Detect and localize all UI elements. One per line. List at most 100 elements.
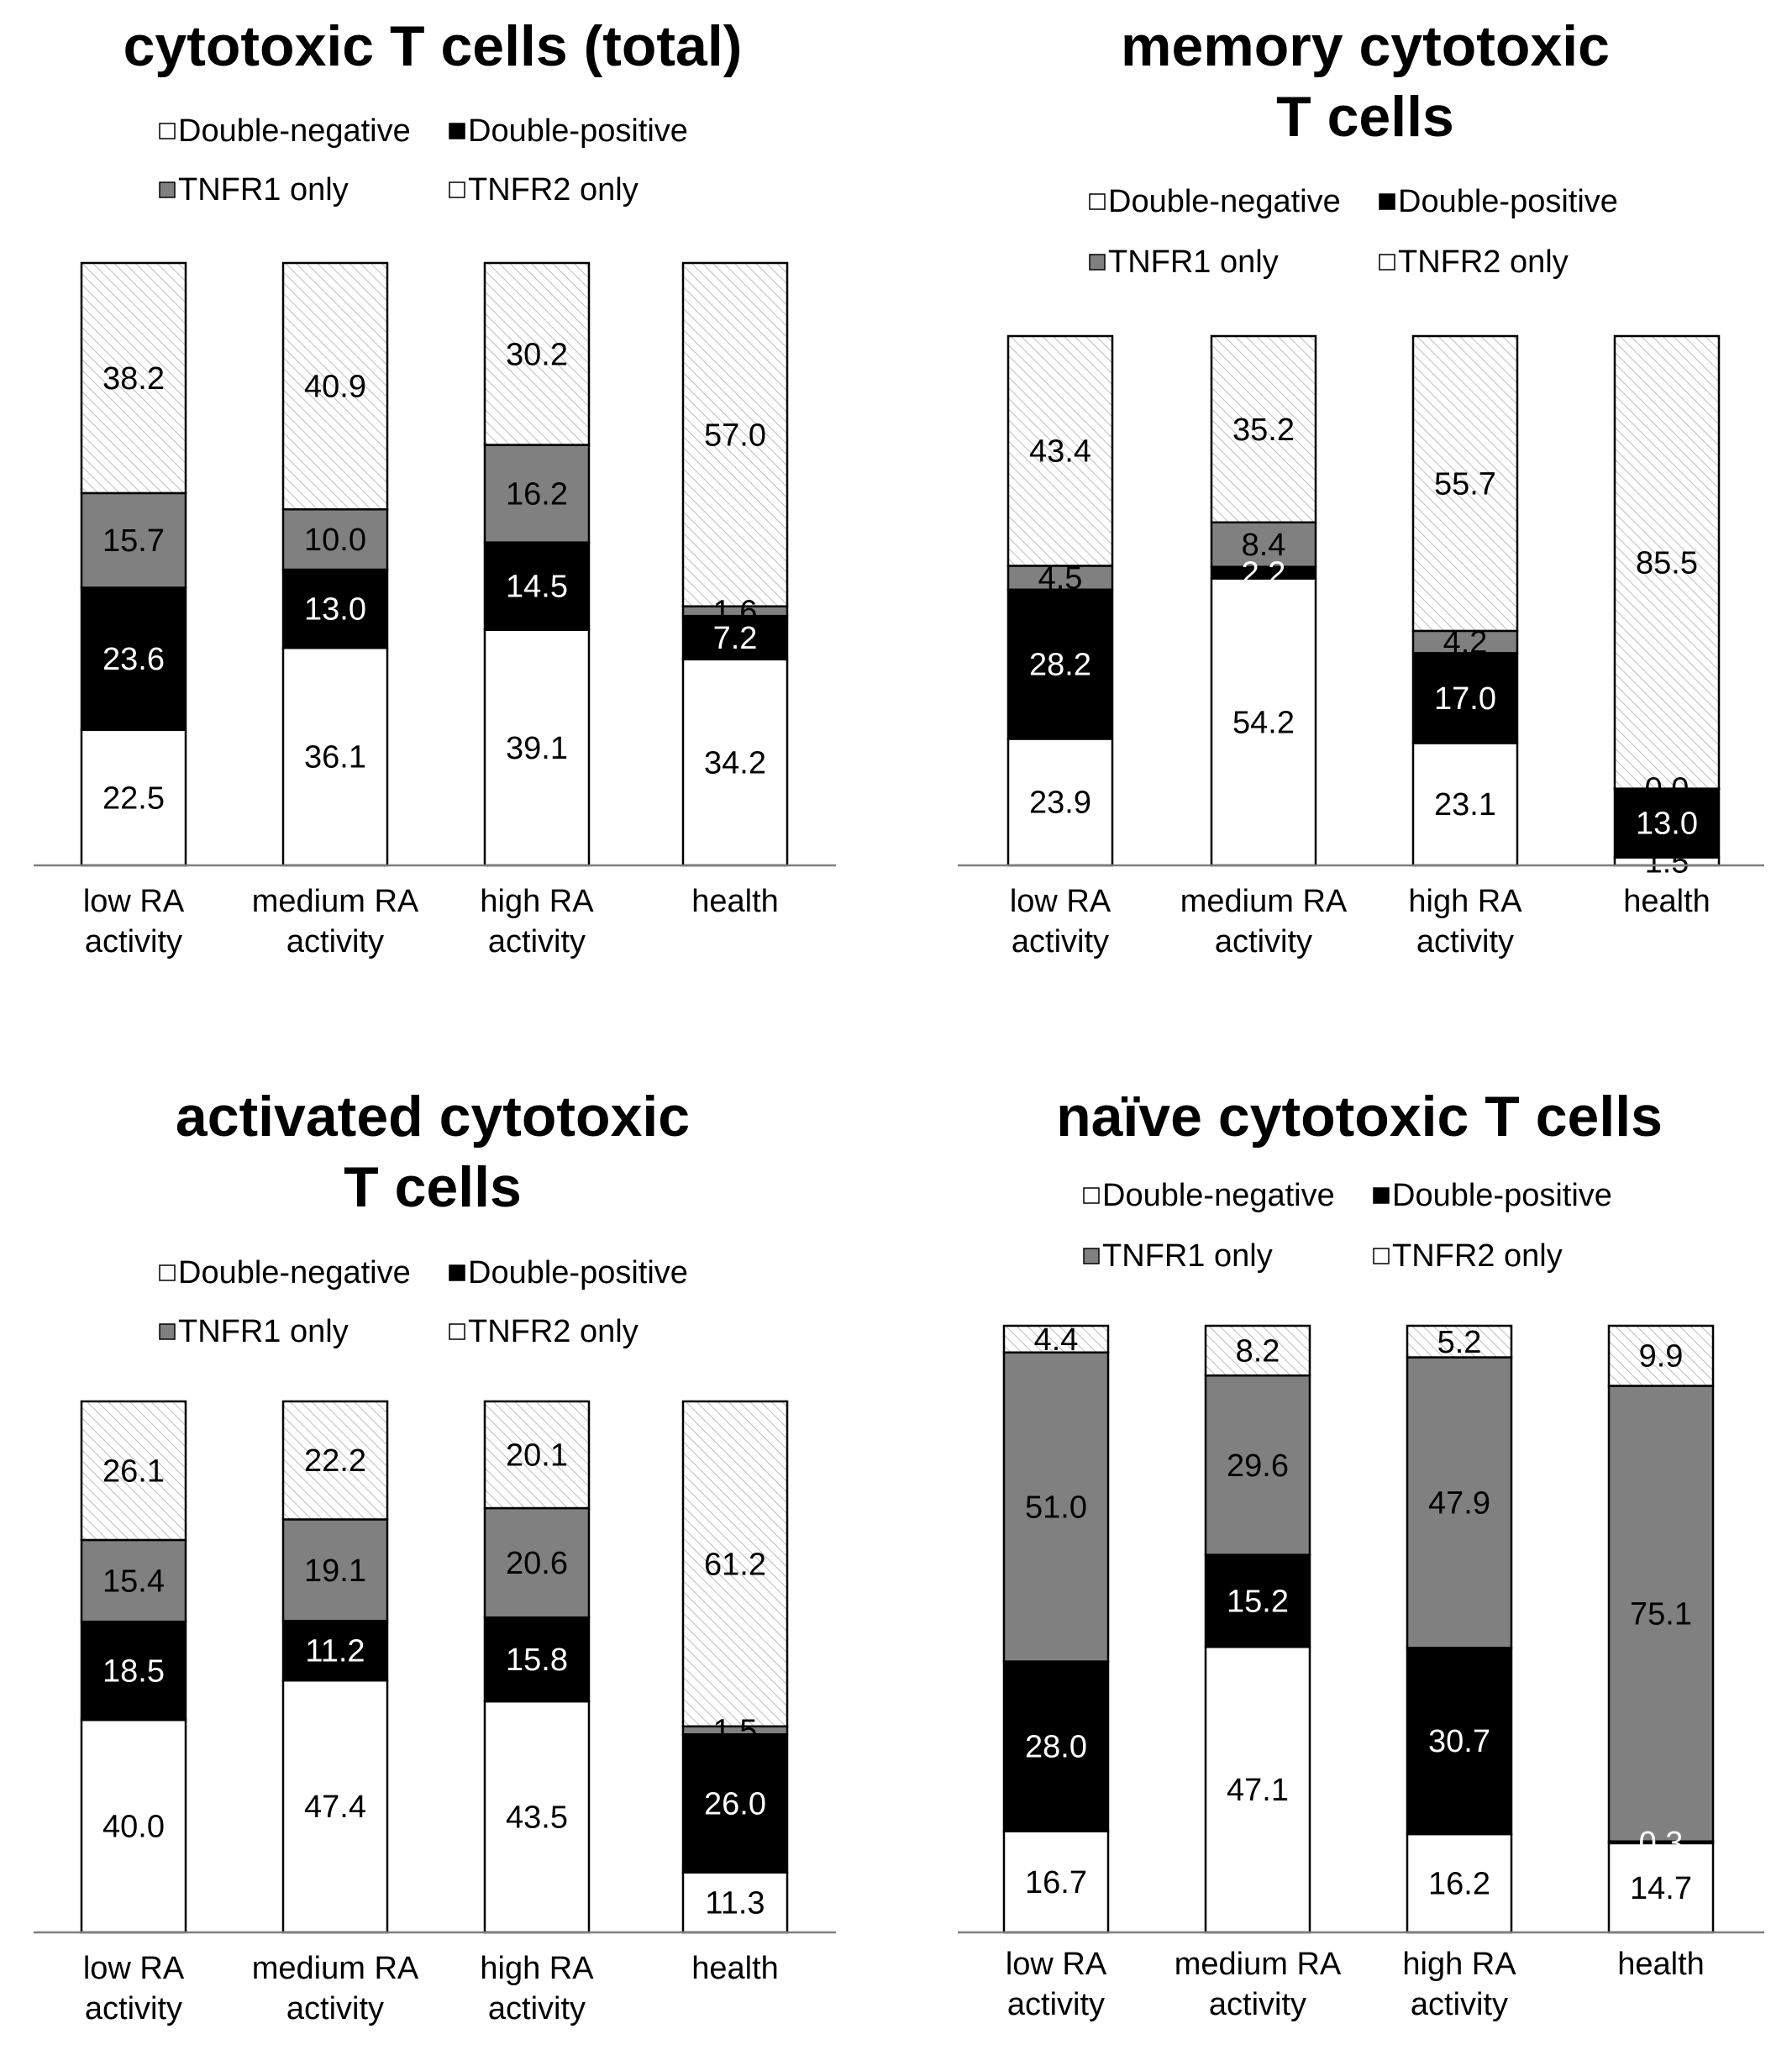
bar-segment-tnfr2 bbox=[1607, 1324, 1715, 1387]
legend-label-tnfr2: TNFR2 only bbox=[468, 172, 638, 208]
bar-segment-tnfr1 bbox=[1002, 1351, 1110, 1663]
bar-segment-tnfr2 bbox=[1204, 1324, 1311, 1377]
data-label-dp: 15.2 bbox=[1227, 1584, 1289, 1619]
category-label: health bbox=[1623, 884, 1711, 919]
bar-segment-dp bbox=[1006, 588, 1114, 740]
bar-segment-dn bbox=[1204, 1646, 1311, 1934]
data-label-tnfr1: 29.6 bbox=[1227, 1448, 1289, 1484]
legend-swatch-tnfr2 bbox=[449, 181, 465, 198]
data-label-tnfr1: 47.9 bbox=[1428, 1485, 1490, 1521]
bar-segment-tnfr1 bbox=[483, 1506, 591, 1619]
legend-label-tnfr2: TNFR2 only bbox=[1398, 244, 1569, 280]
legend-label-dp: Double-positive bbox=[1398, 184, 1618, 219]
category-label: activity bbox=[1012, 924, 1109, 959]
bar-segment-dp bbox=[1204, 1553, 1311, 1648]
category-label: medium RA bbox=[252, 1951, 419, 1986]
bar-segment-tnfr1 bbox=[483, 444, 591, 544]
bar-segment-tnfr2 bbox=[483, 1400, 591, 1510]
legend-swatch-tnfr2 bbox=[1379, 254, 1395, 271]
category-label: low RA bbox=[1010, 884, 1111, 919]
data-label-dp: 23.6 bbox=[102, 642, 165, 677]
category-label: high RA bbox=[1402, 1947, 1516, 1982]
bar-segment-dp bbox=[80, 1621, 187, 1721]
bar-segment-tnfr2 bbox=[80, 261, 187, 495]
data-label-dp: 14.5 bbox=[506, 570, 568, 605]
legend-swatch-dn bbox=[1083, 1187, 1100, 1204]
data-label-tnfr2: 35.2 bbox=[1232, 413, 1295, 448]
bar-segment-tnfr1 bbox=[80, 1538, 187, 1623]
data-label-dn: 16.2 bbox=[1428, 1867, 1490, 1902]
bar-segment-dn bbox=[1406, 1832, 1513, 1934]
data-label-dn: 43.5 bbox=[506, 1800, 568, 1836]
category-label: medium RA bbox=[1180, 884, 1348, 919]
category-label: high RA bbox=[1408, 884, 1522, 919]
data-label-tnfr2: 40.9 bbox=[304, 370, 366, 405]
legend-label-dn: Double-negative bbox=[1102, 1178, 1335, 1213]
bar-segment-tnfr1 bbox=[1204, 1374, 1311, 1556]
category-label: low RA bbox=[83, 1951, 185, 1986]
legend-swatch-tnfr1 bbox=[1083, 1248, 1100, 1264]
category-label: medium RA bbox=[1175, 1947, 1342, 1982]
category-label: health bbox=[1617, 1947, 1705, 1982]
chart-cytotoxic-total: cytotoxic T cells (total) Double-negative… bbox=[34, 14, 836, 959]
chart-title-line: cytotoxic T cells (total) bbox=[123, 14, 743, 78]
legend-label-tnfr1: TNFR1 only bbox=[1108, 244, 1279, 280]
legend-swatch-dp bbox=[1379, 193, 1395, 210]
data-label-tnfr1: 10.0 bbox=[304, 523, 366, 558]
bar-segment-dn bbox=[1002, 1830, 1110, 1934]
data-label-dp: 18.5 bbox=[102, 1654, 165, 1690]
chart-title-line: T cells bbox=[1276, 85, 1454, 149]
data-label-tnfr1: 16.2 bbox=[506, 477, 568, 512]
bar-segment-dp bbox=[483, 541, 591, 631]
data-label-tnfr1: 4.2 bbox=[1443, 625, 1488, 660]
bar-segment-dn bbox=[80, 728, 187, 867]
legend-swatch-dn bbox=[1089, 193, 1106, 210]
data-label-tnfr2: 43.4 bbox=[1029, 434, 1091, 470]
legend-label-tnfr1: TNFR1 only bbox=[1102, 1238, 1273, 1274]
category-label: activity bbox=[286, 924, 384, 959]
data-label-tnfr2: 61.2 bbox=[704, 1547, 766, 1582]
bar-segment-tnfr2 bbox=[1210, 334, 1317, 524]
data-label-tnfr2: 4.4 bbox=[1034, 1322, 1079, 1358]
bar-segment-tnfr2 bbox=[80, 1400, 187, 1542]
chart-title-line: T cells bbox=[344, 1155, 522, 1219]
category-label: activity bbox=[1209, 1987, 1306, 2022]
category-label: activity bbox=[488, 924, 586, 959]
bar-segment-dp bbox=[1613, 787, 1721, 859]
category-label: low RA bbox=[1006, 1947, 1107, 1982]
chart-naive-cytotoxic: naïve cytotoxic T cells Double-negative Do… bbox=[958, 1085, 1764, 2022]
category-label: high RA bbox=[480, 1951, 594, 1986]
data-label-tnfr2: 9.9 bbox=[1639, 1339, 1684, 1375]
data-label-tnfr1: 0.0 bbox=[1645, 772, 1690, 807]
data-label-tnfr1: 19.1 bbox=[304, 1553, 366, 1589]
data-label-dp: 15.8 bbox=[506, 1643, 568, 1678]
bar-segment-tnfr2 bbox=[681, 1400, 789, 1728]
chart-title-line: memory cytotoxic bbox=[1121, 14, 1610, 78]
bar-segment-tnfr2 bbox=[1406, 1324, 1513, 1359]
data-label-tnfr1: 75.1 bbox=[1630, 1597, 1692, 1632]
bar-segment-dp bbox=[1411, 652, 1519, 744]
bar-segment-dp bbox=[80, 586, 187, 731]
legend-label-tnfr1: TNFR1 only bbox=[178, 172, 349, 208]
data-label-tnfr1: 4.5 bbox=[1038, 561, 1083, 597]
bar-segment-tnfr1 bbox=[1210, 521, 1317, 568]
category-label: health bbox=[691, 1951, 779, 1986]
data-label-tnfr2: 38.2 bbox=[102, 361, 165, 397]
data-label-tnfr1: 1.5 bbox=[713, 1714, 758, 1749]
category-label: activity bbox=[1416, 924, 1514, 959]
category-label: activity bbox=[286, 1991, 384, 2026]
data-label-dp: 11.2 bbox=[305, 1634, 365, 1669]
bar-segment-tnfr2 bbox=[483, 261, 591, 446]
data-label-dn: 40.0 bbox=[102, 1810, 165, 1845]
legend-label-tnfr2: TNFR2 only bbox=[468, 1314, 638, 1349]
legend-label-dp: Double-positive bbox=[1392, 1178, 1612, 1213]
data-label-dn: 23.9 bbox=[1029, 786, 1091, 821]
chart-title-line: activated cytotoxic bbox=[176, 1085, 690, 1149]
bar-segment-dn bbox=[80, 1718, 187, 1934]
category-label: activity bbox=[1215, 924, 1312, 959]
legend-label-tnfr1: TNFR1 only bbox=[178, 1314, 349, 1349]
data-label-dp: 28.2 bbox=[1029, 648, 1091, 683]
data-label-tnfr1: 51.0 bbox=[1025, 1490, 1087, 1526]
data-label-dn: 16.7 bbox=[1025, 1865, 1087, 1900]
